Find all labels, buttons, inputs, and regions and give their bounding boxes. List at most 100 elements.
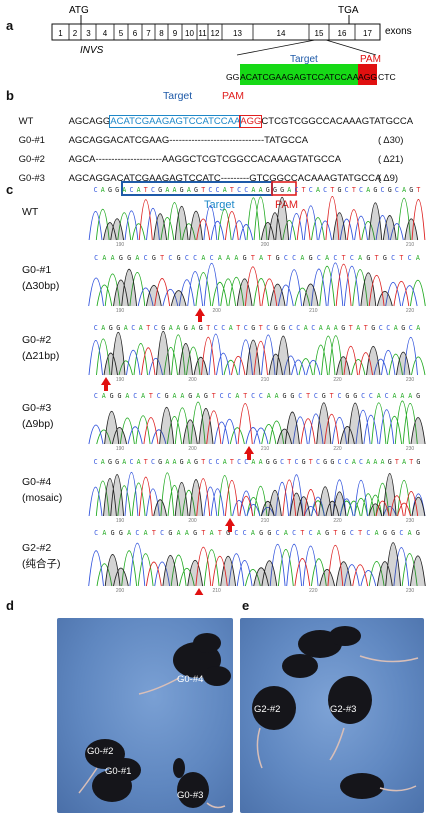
base-call: C: [133, 392, 137, 400]
base-call: A: [316, 186, 320, 194]
exon-number: 12: [211, 29, 220, 38]
trace-label-g2-2: G2-#2 (纯合子): [22, 540, 61, 572]
base-call: C: [131, 324, 135, 332]
base-call: A: [326, 324, 330, 332]
base-call: A: [223, 458, 227, 466]
base-call: C: [234, 529, 238, 537]
base-call: G: [194, 458, 198, 466]
base-call: A: [101, 458, 105, 466]
base-call: C: [294, 186, 298, 194]
base-call: A: [352, 458, 356, 466]
base-call: T: [152, 529, 156, 537]
mice-silhouettes-d: [78, 633, 231, 809]
base-call: A: [226, 254, 230, 262]
base-call: A: [101, 324, 105, 332]
pam-box: [271, 181, 297, 196]
alignment-note: ( Δ9): [378, 173, 399, 184]
base-call: G: [118, 392, 122, 400]
axis-tick: 210: [309, 308, 318, 314]
mutation-arrow: [101, 377, 111, 391]
base-call: G: [388, 458, 392, 466]
base-call: G: [391, 529, 395, 537]
axis-tick: 200: [116, 588, 125, 594]
alignment-label: G0-#3: [18, 173, 45, 184]
base-call: A: [111, 254, 115, 262]
target-bar: [240, 64, 358, 86]
gene-diagram: 1 2 3 4 5 6 7 8 9 10 11 12 13 14 15 16 17 ATG TGA exons …: [0, 0, 430, 86]
base-call: C: [259, 392, 263, 400]
trace-line-T: [143, 403, 340, 445]
trace-line-C: [88, 262, 418, 307]
exon-number: 8: [159, 29, 164, 38]
mouse-label: G2-#2: [254, 704, 281, 715]
base-call: A: [408, 529, 412, 537]
base-call: C: [316, 458, 320, 466]
base-call: C: [314, 392, 318, 400]
base-call: C: [216, 186, 220, 194]
mouse-photo-e: G2-#2 G2-#3: [240, 618, 424, 813]
base-call: C: [243, 529, 247, 537]
base-call: C: [359, 186, 363, 194]
base-call: G: [110, 392, 114, 400]
base-call: A: [127, 529, 131, 537]
base-call: C: [244, 458, 248, 466]
base-call: C: [266, 324, 270, 332]
base-call: C: [284, 254, 288, 262]
base-call: G: [115, 186, 119, 194]
base-call: C: [94, 529, 98, 537]
base-call: A: [185, 529, 189, 537]
seq-pam: AGG: [358, 72, 377, 82]
alignment-label: G0-#2: [18, 154, 45, 165]
base-call: C: [379, 324, 383, 332]
base-call: G: [267, 529, 271, 537]
base-call: C: [94, 392, 98, 400]
base-call: T: [309, 458, 313, 466]
base-call: C: [298, 392, 302, 400]
exon-number: 1: [58, 29, 63, 38]
base-call: C: [94, 254, 98, 262]
base-call: G: [251, 324, 255, 332]
trace-line-A: [95, 472, 411, 517]
pam-bar: [358, 64, 377, 86]
axis-tick: 190: [116, 518, 125, 524]
base-call: A: [137, 186, 141, 194]
axis-tick: 200: [212, 308, 221, 314]
base-call: G: [259, 529, 263, 537]
alignment-row-wt: WT AGCAGGACATCGAAGAGTCCATCCAAAGGCTCGTCGGC…: [8, 105, 413, 138]
base-call: T: [349, 324, 353, 332]
base-call: A: [125, 392, 129, 400]
base-call: G: [283, 392, 287, 400]
trace-line-T: [138, 476, 419, 517]
base-call: T: [201, 458, 205, 466]
base-call: A: [402, 186, 406, 194]
base-call: C: [309, 186, 313, 194]
base-call: G: [115, 458, 119, 466]
axis-tick: 200: [188, 446, 197, 452]
base-call: T: [342, 254, 346, 262]
alignment-label: G0-#1: [18, 135, 45, 146]
base-call: C: [237, 186, 241, 194]
base-call: G: [345, 392, 349, 400]
base-call: A: [259, 458, 263, 466]
base-call: C: [193, 254, 197, 262]
base-call: A: [102, 254, 106, 262]
base-call: C: [208, 186, 212, 194]
base-call: A: [358, 254, 362, 262]
base-call: A: [122, 186, 126, 194]
base-call: C: [311, 324, 315, 332]
trace-line-C: [88, 409, 395, 445]
base-call: G: [273, 186, 277, 194]
base-call: A: [139, 324, 143, 332]
alignment-row: G0-#3 AGCAGGACATCGAAGAGTCCATC---------GTC…: [8, 162, 399, 195]
axis-tick: 220: [309, 588, 318, 594]
base-call: A: [366, 458, 370, 466]
base-call: T: [212, 392, 216, 400]
a-pam-label: PAM: [360, 54, 381, 65]
base-call: C: [345, 458, 349, 466]
base-call: A: [122, 458, 126, 466]
panel-letter-c: c: [6, 182, 14, 197]
base-call: T: [302, 186, 306, 194]
base-call: A: [210, 529, 214, 537]
base-call: G: [330, 458, 334, 466]
tga-label: TGA: [338, 5, 359, 16]
